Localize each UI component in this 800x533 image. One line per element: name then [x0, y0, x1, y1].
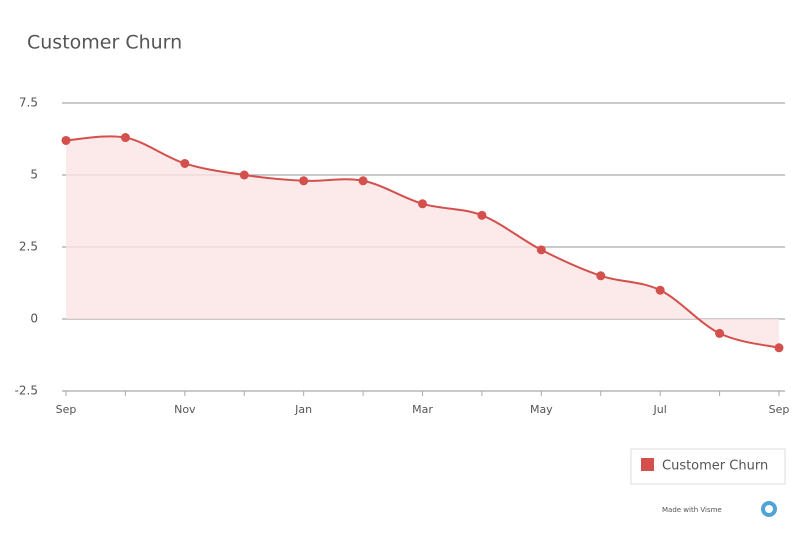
point	[536, 245, 546, 255]
point	[774, 343, 784, 353]
credit-logo-center	[765, 505, 773, 513]
point	[477, 210, 487, 220]
area	[66, 136, 779, 348]
y-tick-label: -2.5	[15, 384, 38, 398]
x-tick-label: Nov	[174, 403, 196, 416]
point	[180, 158, 190, 168]
legend-swatch	[641, 458, 654, 471]
x-tick-label: May	[530, 403, 553, 416]
legend-label: Customer Churn	[662, 459, 768, 474]
chart-title: Customer Churn	[27, 32, 182, 54]
x-tick-label: Jul	[653, 403, 667, 416]
point	[418, 199, 427, 209]
x-tick-label: Jan	[294, 403, 312, 416]
y-tick-label: 2.5	[19, 240, 38, 254]
point	[358, 176, 368, 186]
y-tick-label: 7.5	[19, 96, 38, 110]
point	[596, 271, 606, 281]
y-tick-label: 5	[30, 168, 38, 182]
point	[120, 133, 130, 143]
y-tick-label: 0	[30, 312, 38, 326]
credit: Made with Visme	[662, 506, 722, 514]
point	[299, 176, 309, 186]
x-tick-label: Sep	[769, 403, 790, 416]
point	[715, 328, 725, 338]
legend-box	[630, 448, 786, 485]
x-tick-label: Sep	[56, 403, 77, 416]
point	[655, 285, 665, 295]
point	[239, 170, 249, 180]
point	[61, 135, 71, 145]
x-tick-label: Mar	[412, 403, 433, 416]
